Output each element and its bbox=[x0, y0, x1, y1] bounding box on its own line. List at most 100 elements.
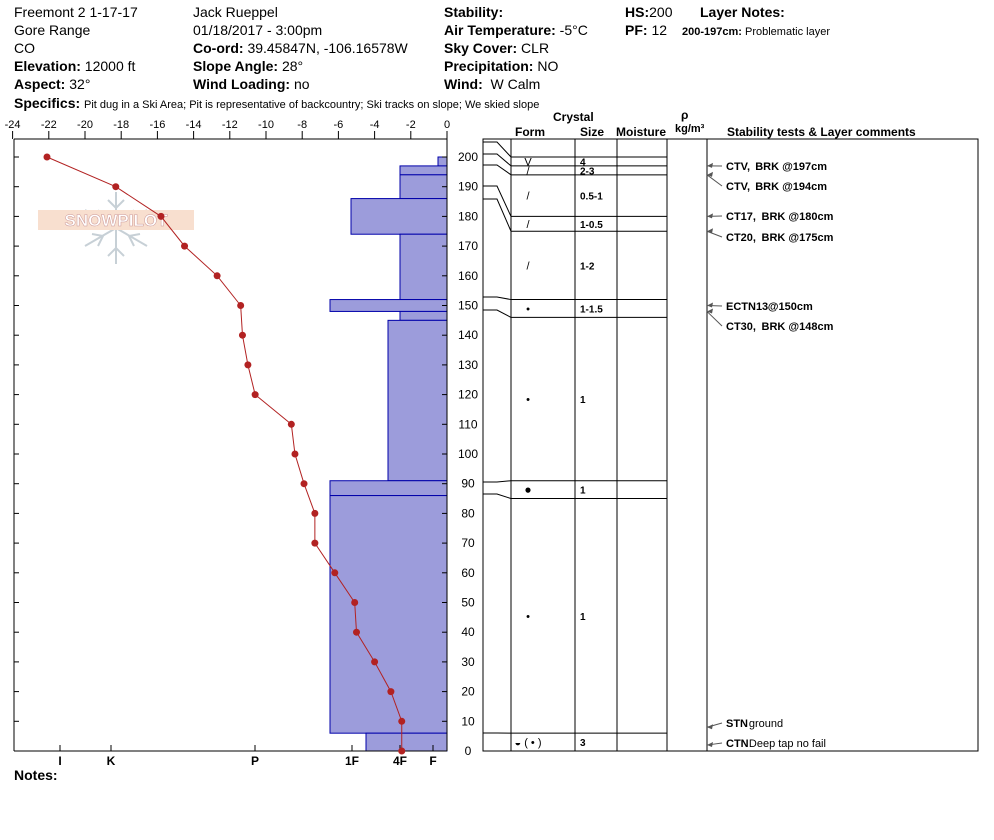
hardness-tick-label: 1F bbox=[345, 754, 359, 768]
stability-test-code: CT30, bbox=[726, 321, 756, 333]
stability-test-text: BRK @194cm bbox=[755, 181, 827, 193]
stability-test-code: CTV, bbox=[726, 161, 750, 173]
density-header: kg/m³ bbox=[675, 123, 705, 135]
stability-test-text: ground bbox=[749, 718, 783, 730]
height-tick-label: 60 bbox=[461, 566, 475, 580]
stability-test-code: STN bbox=[726, 718, 748, 730]
hardness-bar bbox=[350, 198, 448, 235]
layer-note-text: Problematic layer bbox=[745, 26, 830, 38]
hardness-tick-label: P bbox=[251, 754, 259, 768]
layer-connector bbox=[483, 296, 512, 301]
temperature-point bbox=[43, 153, 51, 161]
pf-value: 12 bbox=[651, 22, 668, 38]
temp-tick-label: -16 bbox=[149, 119, 165, 131]
layer-connector bbox=[483, 493, 512, 500]
temp-tick-label: -24 bbox=[5, 119, 21, 131]
aspect-label: Aspect: bbox=[14, 76, 66, 92]
temp-tick-label: -12 bbox=[222, 119, 238, 131]
stability-test-code: ECTN13 bbox=[726, 301, 768, 313]
airtemp-label: Air Temperature: bbox=[444, 22, 556, 38]
grain-size: 2-3 bbox=[580, 166, 595, 177]
coordinates-field: Co-ord: 39.45847N, -106.16578W bbox=[193, 40, 408, 56]
hardness-bar bbox=[329, 495, 448, 734]
grain-size: 0.5-1 bbox=[580, 192, 603, 203]
stability-test-code: CT20, bbox=[726, 232, 756, 244]
temp-tick-label: -8 bbox=[297, 119, 307, 131]
grain-size: 1 bbox=[580, 612, 586, 623]
hardness-tick-label: I bbox=[58, 754, 61, 768]
hs-value: 200 bbox=[649, 4, 673, 20]
moisture-header: Moisture bbox=[616, 125, 667, 139]
precip-field: Precipitation: NO bbox=[444, 58, 558, 74]
hardness-bar bbox=[399, 165, 448, 176]
height-tick-label: 110 bbox=[458, 417, 477, 431]
grain-size: 1-1.5 bbox=[580, 304, 603, 315]
logo-text: SNOWPILOT bbox=[65, 211, 169, 230]
layer-table-frame bbox=[482, 138, 979, 752]
layer-note-range: 200-197cm: bbox=[682, 26, 742, 38]
layer-connector bbox=[483, 185, 512, 217]
hardness-bar bbox=[399, 233, 448, 301]
layer-connector bbox=[483, 198, 512, 232]
temperature-point bbox=[157, 212, 165, 220]
aspect-field: Aspect: 32° bbox=[14, 76, 90, 92]
height-tick-label: 50 bbox=[461, 596, 475, 610]
temperature-point bbox=[287, 420, 295, 428]
notes-label: Notes: bbox=[14, 767, 58, 783]
slope-label: Slope Angle: bbox=[193, 58, 279, 74]
hardness-bar bbox=[329, 299, 448, 312]
temp-tick-label: -22 bbox=[41, 119, 57, 131]
height-tick-label: 130 bbox=[458, 358, 478, 372]
layer-notes-title: Layer Notes: bbox=[700, 4, 785, 20]
aspect-value: 32° bbox=[69, 76, 91, 92]
height-tick-label: 40 bbox=[461, 625, 475, 639]
specifics-value: Pit dug in a Ski Area; Pit is representa… bbox=[84, 99, 540, 111]
stability-arrow bbox=[706, 311, 723, 327]
sky-field: Sky Cover: CLR bbox=[444, 40, 549, 56]
pf-label: PF: bbox=[625, 22, 648, 38]
stability-arrowhead bbox=[707, 742, 713, 748]
airtemp-field: Air Temperature: -5°C bbox=[444, 22, 588, 38]
grain-form: / bbox=[526, 260, 530, 272]
windload-label: Wind Loading: bbox=[193, 76, 291, 92]
precip-value: NO bbox=[537, 58, 559, 74]
height-tick-label: 10 bbox=[461, 714, 475, 728]
temp-tick-label: -10 bbox=[258, 119, 274, 131]
stability-arrowhead bbox=[707, 302, 713, 308]
grain-form: ● bbox=[524, 483, 531, 497]
pf-field: PF: 12 bbox=[625, 22, 667, 38]
stability-arrowhead bbox=[707, 213, 713, 219]
hardness-bar bbox=[399, 310, 448, 321]
stability-test-text: @150cm bbox=[768, 301, 813, 313]
stability-arrowhead bbox=[707, 308, 713, 314]
stability-test-code: CTV, bbox=[726, 181, 750, 193]
stability-test-text: BRK @197cm bbox=[755, 161, 827, 173]
hardness-bar bbox=[387, 319, 448, 482]
stability-test-text: BRK @148cm bbox=[762, 321, 834, 333]
stability-test-code: CTN bbox=[726, 738, 749, 750]
hardness-bar bbox=[399, 174, 448, 200]
height-tick-label: 90 bbox=[461, 477, 475, 491]
sky-label: Sky Cover: bbox=[444, 40, 518, 56]
stability-field: Stability: bbox=[444, 4, 503, 20]
snowpilot-logo bbox=[38, 192, 194, 264]
temperature-point bbox=[351, 599, 359, 606]
stability-header: Stability tests & Layer comments bbox=[727, 125, 916, 139]
height-tick-label: 170 bbox=[458, 239, 478, 253]
observation-datetime: 01/18/2017 - 3:00pm bbox=[193, 22, 323, 38]
hardness-bar bbox=[365, 732, 448, 752]
grain-size: 1-0.5 bbox=[580, 220, 603, 231]
stability-test-text: BRK @175cm bbox=[762, 232, 834, 244]
layer-connector bbox=[483, 141, 512, 158]
height-tick-label: 150 bbox=[458, 299, 478, 313]
height-tick-label: 120 bbox=[458, 388, 478, 402]
stability-test-code: CT17, bbox=[726, 211, 756, 223]
height-tick-label: 160 bbox=[458, 269, 478, 283]
stability-test-text: Deep tap no fail bbox=[749, 738, 826, 750]
hardness-tick-label: 4F bbox=[393, 754, 407, 768]
coord-label: Co-ord: bbox=[193, 40, 244, 56]
temp-tick-label: -14 bbox=[186, 119, 202, 131]
temperature-point bbox=[353, 628, 360, 636]
temperature-point bbox=[181, 242, 189, 250]
